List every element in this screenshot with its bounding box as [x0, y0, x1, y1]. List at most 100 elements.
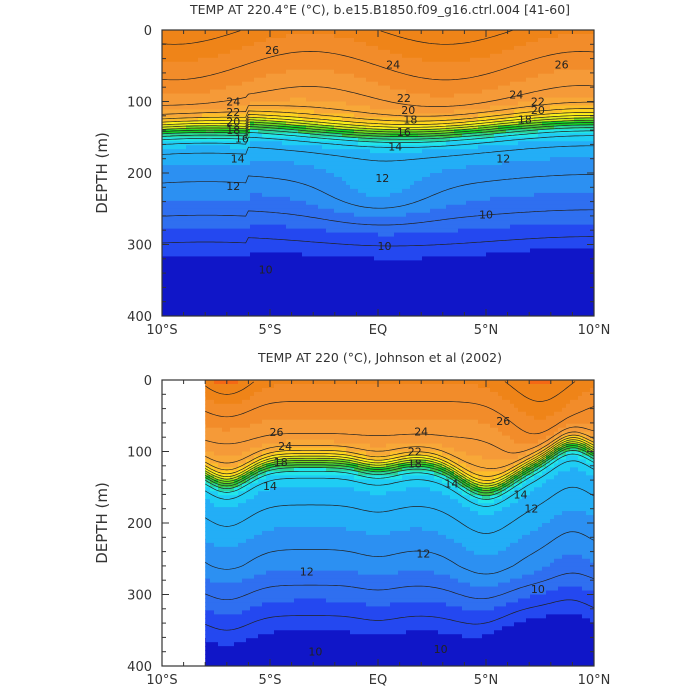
field-cell — [294, 196, 299, 202]
field-cell — [254, 129, 259, 134]
field-cell — [262, 296, 267, 301]
field-cell — [418, 49, 423, 55]
field-cell — [358, 308, 363, 313]
field-cell — [390, 85, 395, 91]
field-cell — [290, 61, 295, 67]
field-cell — [238, 288, 243, 293]
field-cell — [330, 180, 335, 186]
field-cell — [186, 77, 191, 83]
field-cell — [362, 85, 367, 91]
field-cell — [210, 240, 215, 246]
field-cell — [438, 137, 443, 142]
field-cell — [306, 196, 311, 202]
field-cell — [306, 232, 311, 238]
field-cell — [406, 169, 411, 174]
field-cell — [294, 280, 299, 285]
field-cell — [230, 77, 235, 83]
field-cell — [262, 180, 267, 186]
field-cell — [218, 252, 223, 258]
field-cell — [226, 149, 231, 154]
field-cell — [322, 133, 327, 138]
field-cell — [198, 248, 203, 254]
field-cell — [374, 81, 379, 87]
field-cell — [406, 37, 411, 43]
field-cell — [334, 216, 339, 222]
field-cell — [382, 137, 387, 142]
field-cell — [274, 200, 279, 206]
field-cell — [374, 41, 379, 47]
field-cell — [202, 304, 207, 309]
field-cell — [198, 228, 203, 234]
field-cell — [434, 97, 439, 103]
field-cell — [198, 117, 203, 122]
field-cell — [202, 308, 207, 313]
field-cell — [266, 113, 271, 118]
field-cell — [326, 176, 331, 182]
field-cell — [222, 105, 227, 111]
field-cell — [262, 204, 267, 210]
field-cell — [362, 125, 367, 130]
field-cell — [274, 57, 279, 63]
field-cell — [434, 248, 439, 254]
field-cell — [374, 240, 379, 246]
field-cell — [298, 208, 303, 214]
field-cell — [386, 304, 391, 309]
field-cell — [238, 145, 243, 150]
field-cell — [302, 81, 307, 87]
field-cell — [238, 169, 243, 174]
field-cell — [378, 304, 383, 309]
field-cell — [286, 161, 291, 166]
field-cell — [266, 53, 271, 59]
field-cell — [402, 184, 407, 190]
field-cell — [350, 33, 355, 39]
field-cell — [394, 65, 399, 71]
field-cell — [298, 284, 303, 289]
field-cell — [290, 268, 295, 273]
field-cell — [350, 117, 355, 122]
field-cell — [274, 117, 279, 122]
field-cell — [206, 228, 211, 234]
field-cell — [162, 161, 167, 166]
field-cell — [346, 89, 351, 95]
field-cell — [162, 272, 167, 277]
field-cell — [266, 232, 271, 238]
field-cell — [358, 137, 363, 142]
field-cell — [238, 113, 243, 118]
field-cell — [422, 200, 427, 206]
field-cell — [390, 300, 395, 305]
field-cell — [342, 117, 347, 122]
field-cell — [418, 133, 423, 138]
field-cell — [370, 256, 375, 261]
field-cell — [374, 57, 379, 63]
field-cell — [314, 81, 319, 87]
field-cell — [198, 244, 203, 250]
field-cell — [282, 169, 287, 174]
field-cell — [346, 165, 351, 170]
field-cell — [350, 308, 355, 313]
field-cell — [322, 69, 327, 75]
field-cell — [430, 41, 435, 47]
field-cell — [390, 153, 395, 158]
field-cell — [162, 276, 167, 281]
field-cell — [382, 101, 387, 107]
field-cell — [362, 260, 367, 265]
field-cell — [250, 280, 255, 285]
field-cell — [374, 101, 379, 107]
field-cell — [270, 33, 275, 39]
field-cell — [350, 113, 355, 118]
field-cell — [238, 180, 243, 186]
field-cell — [430, 153, 435, 158]
field-cell — [390, 125, 395, 130]
field-cell — [258, 45, 263, 51]
field-cell — [174, 153, 179, 158]
field-cell — [250, 129, 255, 134]
field-cell — [290, 244, 295, 250]
field-cell — [350, 220, 355, 226]
field-cell — [374, 45, 379, 51]
field-cell — [174, 69, 179, 75]
field-cell — [422, 117, 427, 122]
field-cell — [438, 109, 443, 115]
field-cell — [418, 117, 423, 122]
field-cell — [214, 192, 219, 198]
field-cell — [218, 89, 223, 95]
